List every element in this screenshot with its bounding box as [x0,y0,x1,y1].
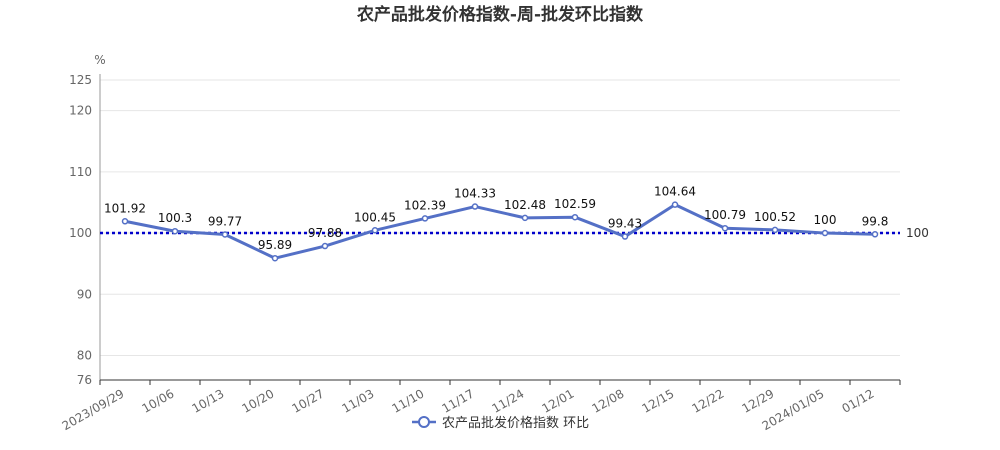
series-line [124,203,876,260]
x-tick-label: 12/01 [540,386,577,415]
data-label: 100.3 [158,211,192,225]
x-tick-label: 11/24 [490,386,527,415]
data-point [121,218,129,225]
data-point [671,201,679,208]
y-tick-labels: 76 80 90 100 110 120 125 [69,73,92,387]
y-tick-label: 125 [69,73,92,87]
data-label: 99.8 [862,214,889,228]
x-tick-label: 12/29 [740,386,777,415]
data-point [771,226,779,234]
x-tick-label: 10/27 [290,386,327,415]
data-point [621,233,629,240]
reference-line-label: 100 [906,226,929,240]
x-tick-label: 10/06 [140,386,177,415]
y-axis-unit: % [94,53,105,67]
data-label: 102.48 [504,198,546,212]
chart-title: 农产品批发价格指数-周-批发环比指数 [356,4,644,25]
y-tick-label: 110 [69,165,92,179]
y-tick-label: 100 [69,226,92,240]
data-point [721,224,729,232]
data-point [371,227,379,234]
data-point [471,203,479,210]
y-tick-label: 76 [77,373,92,387]
series-group [121,201,879,262]
data-label: 97.88 [308,226,342,240]
data-label: 101.92 [104,201,146,215]
data-label: 99.43 [608,217,642,231]
data-label: 100 [814,213,837,227]
x-tick-label: 11/03 [340,386,377,415]
x-tick-label: 10/13 [190,386,227,415]
y-tick-label: 80 [77,349,92,363]
data-point [521,214,529,222]
data-point [321,242,329,250]
data-label: 104.33 [454,187,496,201]
data-label: 95.89 [258,238,292,252]
data-label: 100.45 [354,210,396,224]
x-tick-label: 2023/09/29 [60,386,127,433]
axes [99,74,901,385]
data-point [871,231,879,238]
data-point [171,227,179,235]
x-tick-label: 12/08 [590,386,627,415]
y-tick-label: 120 [69,104,92,118]
data-label: 102.59 [554,197,596,211]
data-point [571,213,579,221]
data-point [421,215,429,222]
legend-label: 农产品批发价格指数 环比 [442,415,589,431]
data-label: 102.39 [404,198,446,212]
x-tick-label: 12/15 [640,386,677,415]
data-point [821,229,829,237]
data-point [221,231,229,238]
y-tick-label: 90 [77,287,92,301]
data-label: 100.79 [704,208,746,222]
legend[interactable]: 农产品批发价格指数 环比 [412,415,589,431]
x-tick-label: 11/17 [440,386,477,415]
x-tick-label: 11/10 [390,386,427,415]
data-labels: 101.92 100.3 99.77 95.89 97.88 100.45 102.39 10… [104,185,888,253]
data-label: 104.64 [654,185,696,199]
reference-line-group: 100 [100,226,929,240]
x-tick-label: 12/22 [690,386,727,415]
legend-marker-icon [418,416,430,428]
x-tick-label: 01/12 [840,386,877,415]
data-label: 99.77 [208,214,242,228]
data-label: 100.52 [754,210,796,224]
data-point [271,254,279,262]
x-tick-label: 10/20 [240,386,277,415]
